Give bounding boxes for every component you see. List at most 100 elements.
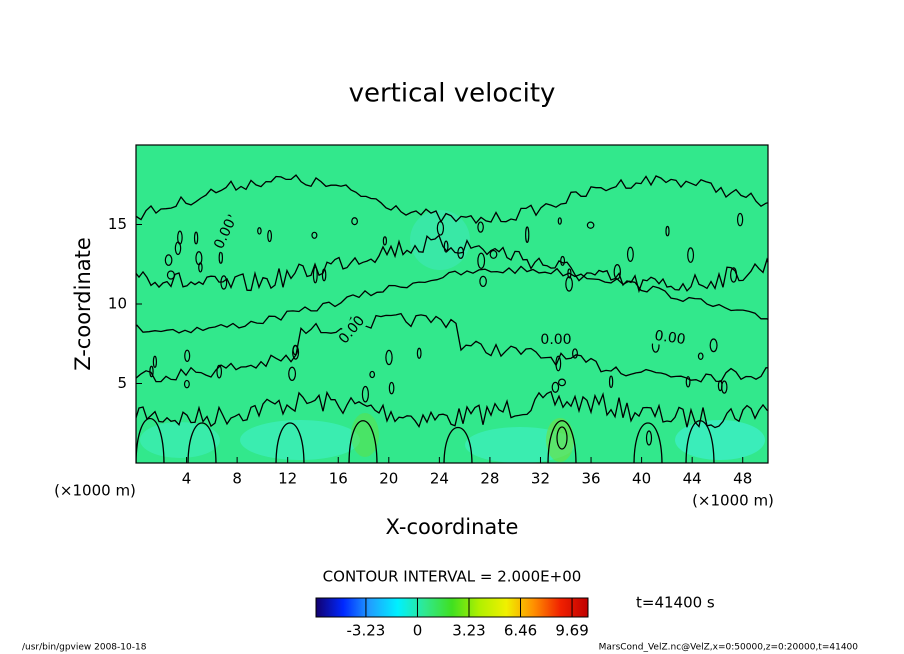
x-tick-label: 28 (480, 470, 499, 488)
contour-line (565, 276, 573, 292)
contour-line (709, 338, 718, 353)
y-tick-label: 5 (117, 374, 127, 392)
x-tick-label: 44 (683, 470, 702, 488)
contour-label-bg (538, 332, 574, 348)
contour-line (572, 348, 578, 359)
contour-line (136, 234, 768, 294)
contour-line (382, 236, 388, 246)
time-label: t=41400 s (636, 594, 715, 612)
contour-line (257, 227, 262, 235)
contour-line (311, 231, 318, 239)
x-tick-label: 12 (278, 470, 297, 488)
contour-line (457, 246, 465, 259)
contour-line (436, 220, 445, 236)
contour-line (560, 255, 566, 266)
contour-line (697, 352, 704, 360)
footer-left: /usr/bin/gpview 2008-10-18 (22, 643, 147, 653)
colorbar-tick-label: 0 (413, 622, 423, 640)
contour-line (685, 376, 691, 388)
contour-line (195, 251, 203, 266)
contour-label-bg (334, 311, 370, 349)
contour-line (216, 364, 223, 379)
x-tick-label: 40 (632, 470, 651, 488)
x-tick-label: 24 (430, 470, 449, 488)
colorbar (315, 597, 589, 618)
contour-interval: CONTOUR INTERVAL = 2.000E+00 (323, 568, 582, 586)
contour-line (361, 385, 369, 403)
contour-line (267, 229, 273, 243)
x-tick-label: 4 (182, 470, 192, 488)
contour-label: 0.00 (540, 332, 571, 348)
chart-title: vertical velocity (349, 79, 556, 109)
contour-line (685, 420, 715, 463)
contour-line (321, 268, 327, 282)
contour-line (687, 247, 695, 263)
contour-line (558, 378, 566, 387)
contour-line (555, 355, 562, 372)
contour-line (443, 426, 473, 463)
x-tick-label: 8 (232, 470, 242, 488)
contour-line (166, 270, 175, 280)
field-patch (675, 420, 765, 460)
colorbar-tick-label: 3.23 (452, 622, 485, 640)
contour-line (547, 420, 577, 463)
contour-line (288, 366, 297, 381)
contour-label-bg (651, 327, 689, 349)
footer-right: MarsCond_VelZ.nc@VelZ,x=0:50000,z=0:2000… (599, 643, 859, 653)
contour-line (275, 422, 305, 463)
contour-line (369, 370, 376, 379)
contour-line (665, 225, 670, 237)
contour-line (136, 174, 768, 225)
contour-line (645, 430, 653, 446)
contour-line (613, 264, 622, 280)
x-unit: (×1000 m) (692, 492, 774, 510)
contour-line (136, 390, 768, 429)
x-tick-label: 32 (531, 470, 550, 488)
contour-line (312, 266, 318, 284)
contour-line (736, 212, 744, 227)
contour-line (183, 379, 190, 389)
contour-line (489, 249, 498, 259)
field-patch (240, 420, 360, 460)
colorbar-tick-label: 6.46 (504, 622, 537, 640)
field-patch (351, 413, 379, 457)
contour-line (292, 344, 299, 356)
contour-line (164, 254, 173, 266)
contour-line (385, 349, 393, 366)
x-tick-label: 36 (581, 470, 600, 488)
contour-line (220, 275, 228, 290)
contour-line (174, 241, 182, 256)
colorbar-tick-label: 9.69 (555, 622, 588, 640)
contour-line (567, 268, 572, 279)
contour-line (551, 381, 560, 393)
x-unit: (×1000 m) (54, 482, 136, 500)
contour-line (149, 365, 154, 378)
contour-line (348, 420, 378, 463)
contour-line (187, 422, 217, 463)
colorbar-tick-label: -3.23 (347, 622, 386, 640)
contour-line (152, 355, 158, 368)
contour-line (633, 422, 663, 463)
contour-line (556, 426, 568, 450)
contour-line (184, 349, 191, 363)
contour-line (525, 226, 530, 244)
contour-line (198, 262, 203, 273)
contour-label: 0.00 (653, 328, 686, 348)
contour-line (557, 217, 562, 225)
contour-line (626, 246, 634, 262)
contour-line (136, 312, 768, 383)
field (136, 145, 768, 463)
contour-line (477, 252, 486, 269)
x-tick-label: 16 (329, 470, 348, 488)
contour-line (351, 217, 358, 226)
x-tick-label: 20 (379, 470, 398, 488)
y-tick-label: 15 (108, 215, 127, 233)
contour-line (193, 231, 199, 245)
contour-line (136, 418, 165, 463)
x-axis-label: X-coordinate (386, 515, 519, 539)
contour-line (586, 221, 595, 229)
y-tick-label: 10 (108, 295, 127, 313)
y-axis-label: Z-coordinate (71, 237, 95, 371)
contour-line (416, 347, 422, 359)
